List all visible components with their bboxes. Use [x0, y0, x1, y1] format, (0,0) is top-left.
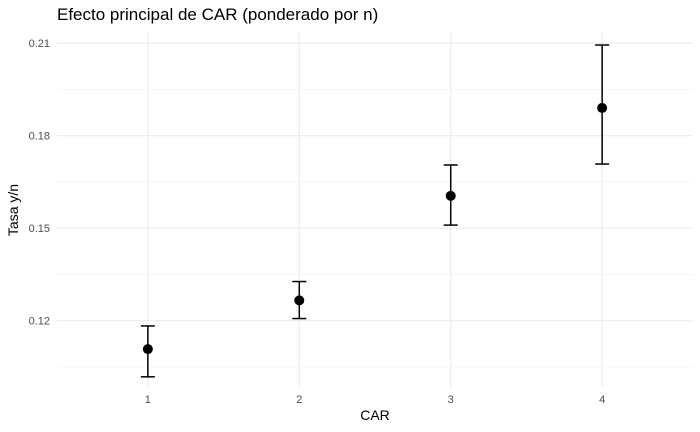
x-tick-label: 2	[296, 394, 302, 406]
x-tick-label: 3	[448, 394, 454, 406]
x-axis-title: CAR	[360, 407, 390, 423]
data-point	[294, 295, 305, 306]
data-marks	[140, 44, 610, 378]
y-tick-label: 0.15	[29, 223, 50, 235]
x-tick-labels: 1 2 3 4	[145, 394, 605, 406]
y-tick-labels: 0.12 0.15 0.18 0.21	[29, 38, 50, 328]
x-tick-label: 1	[145, 394, 151, 406]
y-axis-title: Tasa y/n	[5, 184, 21, 236]
data-point	[597, 102, 608, 113]
data-point	[142, 344, 153, 355]
y-tick-label: 0.18	[29, 131, 50, 143]
y-tick-label: 0.12	[29, 316, 50, 328]
x-tick-label: 4	[599, 394, 605, 406]
chart-title: Efecto principal de CAR (ponderado por n…	[57, 5, 378, 24]
y-tick-label: 0.21	[29, 38, 50, 50]
grid	[57, 33, 693, 387]
data-point	[445, 190, 456, 201]
